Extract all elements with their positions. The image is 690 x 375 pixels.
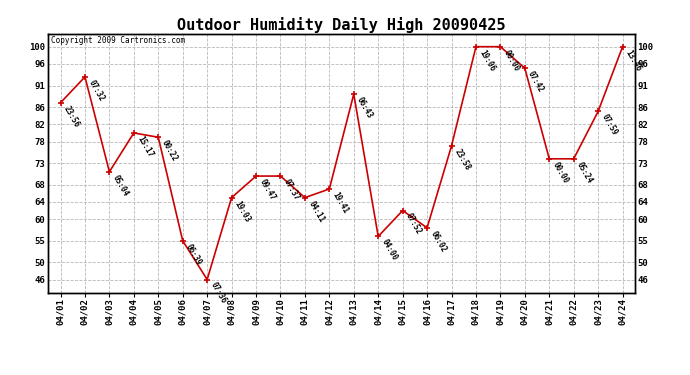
Text: 06:43: 06:43 bbox=[355, 96, 375, 120]
Text: 23:56: 23:56 bbox=[62, 104, 81, 129]
Text: Copyright 2009 Cartronics.com: Copyright 2009 Cartronics.com bbox=[51, 36, 186, 45]
Text: 06:39: 06:39 bbox=[184, 242, 204, 267]
Text: 07:52: 07:52 bbox=[404, 212, 424, 237]
Text: 19:03: 19:03 bbox=[233, 199, 253, 223]
Text: 19:06: 19:06 bbox=[477, 48, 497, 73]
Text: 05:04: 05:04 bbox=[111, 173, 130, 198]
Text: 05:24: 05:24 bbox=[575, 160, 595, 185]
Text: 00:00: 00:00 bbox=[502, 48, 521, 73]
Title: Outdoor Humidity Daily High 20090425: Outdoor Humidity Daily High 20090425 bbox=[177, 16, 506, 33]
Text: 19:41: 19:41 bbox=[331, 190, 350, 215]
Text: 07:42: 07:42 bbox=[526, 70, 546, 94]
Text: 15:17: 15:17 bbox=[135, 134, 155, 159]
Text: 04:00: 04:00 bbox=[380, 238, 399, 262]
Text: 23:58: 23:58 bbox=[453, 147, 472, 172]
Text: 00:00: 00:00 bbox=[551, 160, 570, 185]
Text: 09:47: 09:47 bbox=[257, 177, 277, 202]
Text: 07:37: 07:37 bbox=[282, 177, 302, 202]
Text: 13:46: 13:46 bbox=[624, 48, 643, 73]
Text: 07:36: 07:36 bbox=[208, 281, 228, 306]
Text: 00:22: 00:22 bbox=[159, 139, 179, 163]
Text: 07:59: 07:59 bbox=[600, 113, 619, 137]
Text: 04:11: 04:11 bbox=[306, 199, 326, 223]
Text: 07:32: 07:32 bbox=[86, 78, 106, 103]
Text: 06:02: 06:02 bbox=[428, 229, 448, 254]
